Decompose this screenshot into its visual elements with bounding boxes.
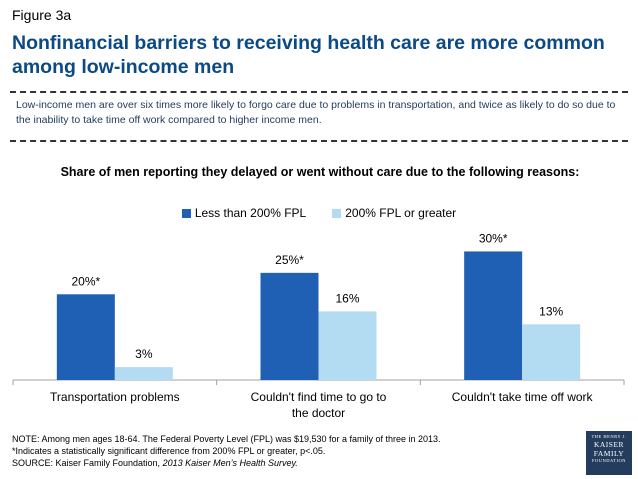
bar-chart: 20%* 3% Transportation problems 25%* 16% Coul…: [12, 231, 625, 420]
footnotes: NOTE: Among men ages 18-64. The Federal …: [12, 433, 572, 469]
data-label-series-1-1: 20%*: [71, 274, 100, 288]
figure-label: Figure 3a: [12, 7, 72, 23]
source-title: 2013 Kaiser Men’s Health Survey.: [162, 458, 298, 468]
legend-label-series-2: 200% FPL or greater: [345, 206, 457, 220]
source-prefix: SOURCE: Kaiser Family Foundation,: [12, 458, 163, 468]
category-label-1: Transportation problems: [50, 390, 180, 404]
legend-label-series-1: Less than 200% FPL: [194, 206, 307, 220]
legend-item-series-2: 200% FPL or greater: [332, 206, 456, 220]
bar-series-1-2: [260, 272, 319, 380]
legend-swatch-series-2: [332, 208, 342, 218]
legend-item-series-1: Less than 200% FPL: [181, 206, 307, 220]
footnote-note: NOTE: Among men ages 18-64. The Federal …: [12, 434, 441, 444]
data-label-series-2-3: 13%: [539, 304, 563, 318]
data-label-series-2-1: 3%: [135, 347, 153, 361]
divider-top: [10, 91, 628, 93]
bar-series-2-2: [318, 311, 377, 380]
category-label-2: the doctor: [292, 406, 345, 420]
page-title: Nonfinancial barriers to receiving healt…: [12, 32, 605, 78]
logo-line-4: FOUNDATION: [592, 458, 626, 463]
bar-series-2-1: [114, 367, 173, 380]
footnote-significance: *Indicates a statistically significant d…: [12, 446, 326, 456]
logo-line-1: THE HENRY J.: [591, 434, 627, 439]
subtitle: Low-income men are over six times more l…: [16, 99, 616, 126]
footnote-source: SOURCE: Kaiser Family Foundation, 2013 K…: [12, 457, 572, 469]
logo-line-2: KAISER: [593, 440, 625, 449]
data-label-series-2-2: 16%: [335, 291, 359, 305]
data-label-series-1-3: 30%*: [479, 231, 508, 245]
bar-series-1-3: [464, 251, 523, 380]
logo-line-3: FAMILY: [593, 449, 625, 458]
bar-series-1-1: [56, 294, 115, 380]
category-label-3: Couldn't take time off work: [452, 390, 594, 404]
divider-bottom: [10, 140, 628, 142]
kff-logo: THE HENRY J. KAISER FAMILY FOUNDATION: [586, 431, 632, 475]
chart-legend: Less than 200% FPL 200% FPL or greater: [0, 206, 638, 220]
category-label-2: Couldn't find time to go to: [251, 390, 387, 404]
chart-title: Share of men reporting they delayed or w…: [60, 165, 580, 179]
data-label-series-1-2: 25%*: [275, 253, 304, 267]
bar-series-2-3: [522, 324, 581, 380]
legend-swatch-series-1: [181, 208, 191, 218]
